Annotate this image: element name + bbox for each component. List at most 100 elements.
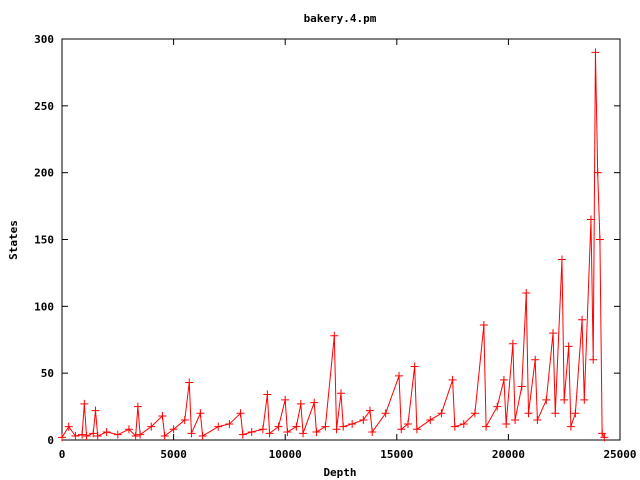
x-tick-label: 10000: [269, 448, 302, 461]
data-point: [517, 382, 526, 391]
data-line: [61, 52, 605, 438]
data-point: [198, 431, 207, 440]
data-point: [236, 409, 245, 418]
data-point: [502, 419, 511, 428]
data-point: [321, 422, 330, 431]
data-point: [564, 342, 573, 351]
data-point: [158, 411, 167, 420]
data-point: [395, 371, 404, 380]
y-tick-label: 0: [47, 434, 54, 447]
data-point: [58, 433, 66, 442]
x-tick-label: 5000: [160, 448, 187, 461]
data-point: [511, 415, 520, 424]
y-tick-label: 150: [34, 234, 54, 247]
data-point: [482, 422, 491, 431]
data-point: [180, 415, 189, 424]
data-point: [542, 395, 551, 404]
data-point: [64, 422, 73, 431]
data-point: [589, 355, 598, 364]
data-point: [214, 422, 223, 431]
y-axis-label: States: [7, 220, 20, 260]
x-axis-label: Depth: [323, 466, 356, 479]
data-point: [591, 48, 600, 57]
data-point: [459, 419, 468, 428]
data-point: [265, 429, 274, 438]
data-point: [586, 215, 595, 224]
data-point: [595, 235, 604, 244]
data-point: [225, 419, 234, 428]
data-point: [274, 422, 283, 431]
data-point: [93, 431, 102, 440]
data-point: [339, 422, 348, 431]
x-tick-label: 15000: [380, 448, 413, 461]
data-point: [531, 355, 540, 364]
data-point: [560, 395, 569, 404]
y-tick-label: 100: [34, 300, 54, 313]
data-point: [551, 409, 560, 418]
data-point: [91, 406, 100, 415]
data-point: [113, 430, 122, 439]
x-tick-label: 25000: [603, 448, 636, 461]
data-point: [133, 402, 142, 411]
data-point: [169, 425, 178, 434]
data-point: [508, 339, 517, 348]
data-point: [437, 409, 446, 418]
data-point: [557, 255, 566, 264]
data-point: [533, 415, 542, 424]
x-tick-label: 0: [59, 448, 66, 461]
data-point: [448, 375, 457, 384]
y-tick-label: 50: [41, 367, 54, 380]
data-point: [299, 429, 308, 438]
data-point: [566, 422, 575, 431]
data-point: [187, 429, 196, 438]
data-point: [600, 433, 609, 442]
data-point: [292, 422, 301, 431]
data-point: [147, 422, 156, 431]
data-point: [310, 398, 319, 407]
data-point: [499, 375, 508, 384]
data-point: [359, 415, 368, 424]
data-point: [82, 431, 91, 440]
data-point: [131, 431, 140, 440]
data-point: [493, 402, 502, 411]
data-point: [136, 430, 145, 439]
data-point: [522, 288, 531, 297]
data-point: [78, 430, 87, 439]
data-point: [196, 409, 205, 418]
y-tick-label: 200: [34, 167, 54, 180]
data-point: [283, 427, 292, 436]
data-point: [397, 425, 406, 434]
data-point: [124, 425, 133, 434]
data-point: [593, 168, 602, 177]
data-point: [312, 427, 321, 436]
data-point: [330, 331, 339, 340]
data-point: [381, 409, 390, 418]
data-point: [366, 406, 375, 415]
data-point: [332, 425, 341, 434]
y-tick-label: 300: [34, 33, 54, 46]
data-point: [238, 430, 247, 439]
data-point: [80, 399, 89, 408]
data-point: [296, 399, 305, 408]
chart-title: bakery.4.pm: [304, 12, 377, 25]
data-point: [549, 329, 558, 338]
data-point: [348, 419, 357, 428]
data-point: [598, 429, 607, 438]
data-point: [571, 409, 580, 418]
data-point: [426, 415, 435, 424]
data-point: [263, 390, 272, 399]
data-point: [337, 389, 345, 398]
data-point: [403, 419, 412, 428]
data-point: [578, 315, 587, 324]
data-point: [281, 395, 290, 404]
data-point: [368, 427, 377, 436]
data-point: [258, 425, 267, 434]
data-point: [412, 425, 421, 434]
data-point: [185, 378, 194, 387]
data-point: [71, 431, 80, 440]
y-tick-label: 250: [34, 100, 54, 113]
data-point: [580, 395, 589, 404]
data-point: [102, 427, 111, 436]
data-point: [89, 429, 98, 438]
